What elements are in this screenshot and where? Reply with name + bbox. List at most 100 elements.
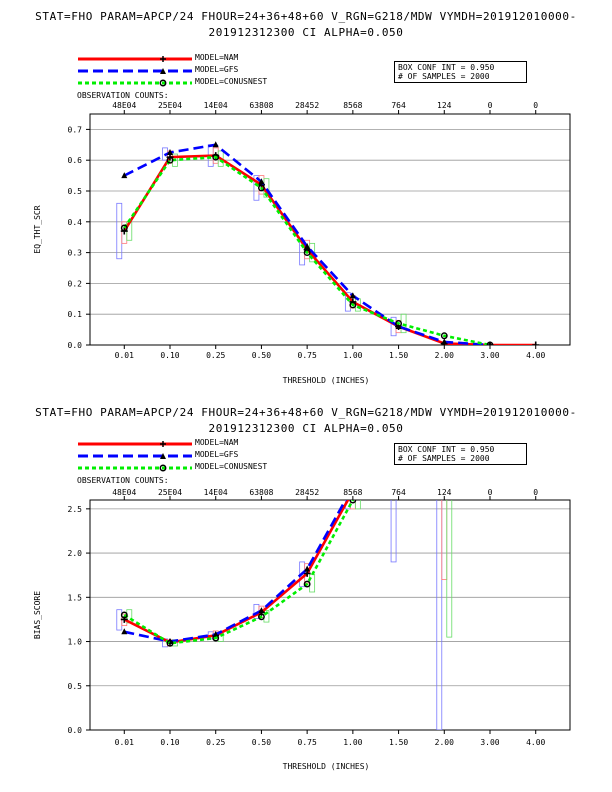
series-line-gfs [123,143,491,345]
data-point-conusnest [212,153,220,161]
obs-count-label: 0 [488,101,493,110]
x-tick-label: 1.50 [389,351,408,360]
plus-marker-icon [160,56,166,62]
chart-2-legend: MODEL=NAM MODEL=GFS MODEL=CONUSNEST [75,438,305,474]
obs-count-label: 25E04 [158,101,182,110]
obs-count-label: 25E04 [158,488,182,497]
legend-item-conusnest: MODEL=CONUSNEST [75,462,305,474]
chart-1-title-line1: STAT=FHO PARAM=APCP/24 FHOUR=24+36+48+60… [35,10,577,23]
data-point-conusnest [486,341,494,345]
data-point-conusnest [257,613,265,621]
legend-label-conusnest: MODEL=CONUSNEST [195,77,268,86]
legend-item-nam: MODEL=NAM [75,53,305,65]
obs-count-label: 63808 [249,101,273,110]
plus-marker-icon [160,441,166,447]
triangle-marker-icon [160,453,166,459]
y-tick-label: 0.0 [68,726,83,735]
x-tick-label: 1.50 [389,738,408,747]
x-axis-label: THRESHOLD (INCHES) [283,762,370,771]
conf-box-gfs [436,500,443,730]
x-axis-label: THRESHOLD (INCHES) [283,376,370,385]
legend-label-nam: MODEL=NAM [195,438,239,447]
legend-label-conusnest: MODEL=CONUSNEST [195,462,268,471]
chart-2-title-line2: 201912312300 CI ALPHA=0.050 [208,422,404,435]
obs-count-label: 63808 [249,488,273,497]
box-conf-int-text: BOX CONF INT = 0.950 [398,445,495,454]
plot-area [116,500,453,730]
data-point-gfs [258,178,265,185]
obs-count-label: 14E04 [204,488,228,497]
legend-swatch-gfs [78,453,192,459]
y-tick-label: 0.7 [68,125,83,134]
series-line-nam [123,154,536,345]
series-line-conusnest [123,500,354,645]
x-tick-label: 0.10 [160,351,179,360]
data-point-conusnest [395,319,403,327]
x-tick-label: 3.00 [480,351,499,360]
obs-count-label: 8568 [343,101,362,110]
data-point-conusnest [303,249,311,257]
legend-swatch-gfs [78,68,192,74]
y-tick-label: 0.1 [68,310,83,319]
y-tick-label: 2.5 [68,505,83,514]
data-point-conusnest [440,332,448,340]
x-tick-label: 0.75 [298,738,317,747]
conf-box-gfs [344,500,351,510]
y-tick-label: 0.5 [68,682,83,691]
chart-1-legend: MODEL=NAM MODEL=GFS MODEL=CONUSNEST [75,53,305,89]
legend-label-gfs: MODEL=GFS [195,450,239,459]
legend-swatch-conusnest [78,464,192,472]
data-point-gfs [167,149,173,155]
series-line-gfs [124,500,347,643]
plot-frame [89,113,571,346]
x-tick-label: 3.00 [480,738,499,747]
y-tick-label: 0.6 [68,156,83,165]
obs-count-label: 764 [391,101,406,110]
data-point-gfs [441,338,448,345]
x-tick-label: 0.50 [252,351,271,360]
obs-count-label: 764 [391,488,406,497]
circle-marker-icon [159,464,167,472]
legend-item-gfs: MODEL=GFS [75,450,305,462]
x-tick-label: 0.50 [252,738,271,747]
legend-swatch-conusnest [78,79,192,87]
data-point-gfs [488,341,492,345]
data-point-conusnest [166,639,174,647]
y-tick-label: 1.0 [68,638,83,647]
plot-area [116,141,540,345]
chart-1-plot: 0.0 0.1 0.2 0.3 0.4 0.5 0.6 0.7 0.01 48E04 0.10 25E… [33,101,571,385]
x-tick-label: 0.25 [206,738,225,747]
data-point-gfs [212,141,219,148]
data-point-conusnest [212,634,220,642]
plot-frame [89,499,571,731]
chart-1-box-info: BOX CONF INT = 0.950 # OF SAMPLES = 2000 [394,61,527,83]
legend-swatch-nam [78,56,192,62]
x-tick-label: 2.00 [435,351,454,360]
x-tick-label: 1.00 [343,738,362,747]
y-tick-label: 0.0 [68,341,83,350]
legend-item-conusnest: MODEL=CONUSNEST [75,77,305,89]
data-point-gfs [304,565,311,572]
samples-count-text: # OF SAMPLES = 2000 [398,454,490,463]
obs-count-label: 124 [437,101,452,110]
x-tick-label: 2.00 [435,738,454,747]
x-tick-label: 4.00 [526,351,545,360]
chart-1-obs-title: OBSERVATION COUNTS: [77,91,169,100]
conf-box-nam [349,500,356,510]
chart-2-plot: 0.0 0.5 1.0 1.5 2.0 2.5 0.01 48E04 0.10 25E04 0.25… [33,488,571,771]
box-conf-int-text: BOX CONF INT = 0.950 [398,63,495,72]
data-point-conusnest [120,611,128,619]
chart-2-title-line1: STAT=FHO PARAM=APCP/24 FHOUR=24+36+48+60… [35,406,577,419]
obs-count-label: 0 [533,101,538,110]
conf-box-conusnest [446,500,453,638]
x-tick-label: 0.75 [298,351,317,360]
y-tick-label: 0.5 [68,187,83,196]
y-axis-label: BIAS_SCORE [33,591,42,639]
x-tick-label: 0.10 [160,738,179,747]
legend-item-nam: MODEL=NAM [75,438,305,450]
y-axis-label: EQ_THT_SCR [33,205,42,253]
series-line-conusnest [123,155,491,345]
obs-count-label: 8568 [343,488,362,497]
obs-count-label: 14E04 [204,101,228,110]
chart-2-obs-title: OBSERVATION COUNTS: [77,476,169,485]
